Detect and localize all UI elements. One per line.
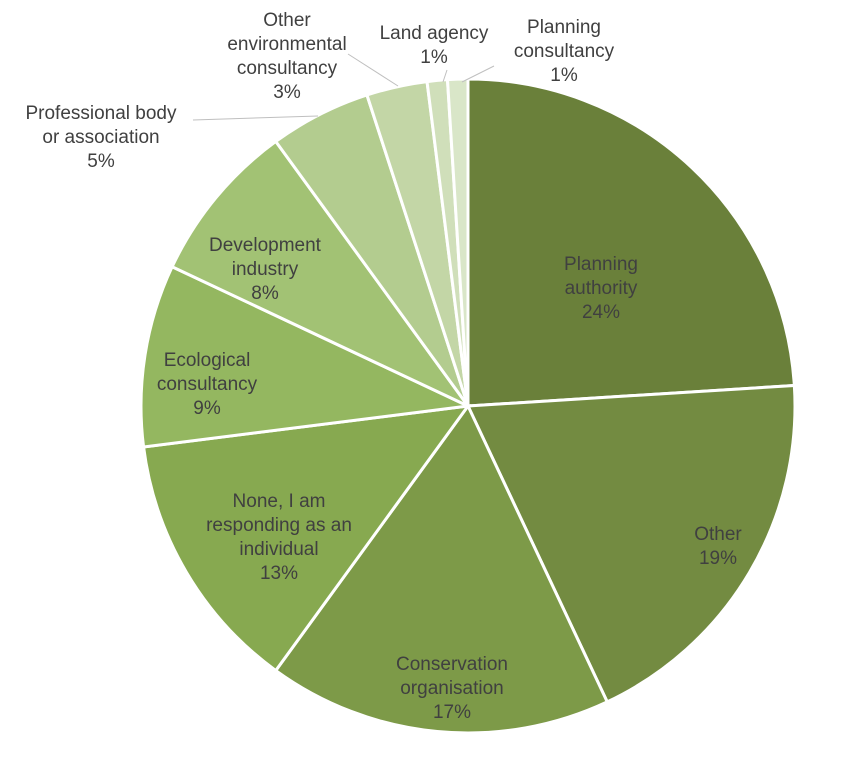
pie-label-3: Conservation organisation 17% [396,654,508,723]
leader-lines [192,53,495,121]
pie-label-text: consultancy [514,41,615,62]
pie-label-value: 1% [420,47,448,68]
pie-label-value: 8% [251,283,279,304]
pie-label-text: Land agency [380,23,489,44]
pie-label-text: or association [42,127,159,148]
pie-label-9: Land agency 1% [380,23,489,68]
pie-label-text: Planning [564,254,638,275]
pie-label-text: Planning [527,17,601,38]
leader-line-9 [442,69,448,83]
pie-label-text: Conservation [396,654,508,675]
pie-label-text: responding as an [206,515,352,536]
pie-label-value: 5% [87,151,115,172]
pie-slice-3 [273,403,610,735]
leader-line-8 [347,53,399,87]
pie-label-text: organisation [400,678,504,699]
pie-label-6: Development industry 8% [209,235,322,304]
pie-label-text: Development [209,235,322,256]
pie-label-text: environmental [227,34,346,55]
pie-labels: Planning authority 24% Other 19% Conservation… [25,10,742,723]
pie-label-8: Other environmental consultancy 3% [227,10,346,103]
pie-label-value: 9% [193,398,221,419]
leader-line-10 [461,65,495,83]
pie-label-text: authority [565,278,638,299]
pie-slice-6 [170,139,470,408]
pie-slices [139,77,797,735]
pie-label-value: 17% [433,702,471,723]
pie-label-text: consultancy [237,58,338,79]
pie-label-text: individual [239,539,318,560]
pie-label-text: None, I am [233,491,326,512]
pie-label-value: 3% [273,82,301,103]
leader-line-7 [192,115,319,121]
pie-label-5: Ecological consultancy 9% [157,350,258,419]
pie-slice-1 [466,77,796,408]
pie-label-text: Other [263,10,311,31]
pie-label-text: Ecological [164,350,251,371]
pie-slice-4 [141,404,472,673]
pie-label-text: Other [694,524,742,545]
pie-label-text: consultancy [157,374,258,395]
pie-label-text: industry [232,259,299,280]
pie-label-4: None, I am responding as an individual 13% [206,491,352,584]
pie-slice-2 [465,383,797,704]
pie-label-10: Planning consultancy 1% [514,17,615,86]
pie-label-1: Planning authority 24% [564,254,638,323]
pie-label-value: 19% [699,548,737,569]
pie-label-value: 1% [550,65,578,86]
pie-label-text: Professional body [25,103,177,124]
pie-slice-5 [139,264,474,449]
pie-label-value: 13% [260,563,298,584]
pie-label-value: 24% [582,302,620,323]
pie-label-2: Other 19% [694,524,742,569]
pie-label-7: Professional body or association 5% [25,103,177,172]
